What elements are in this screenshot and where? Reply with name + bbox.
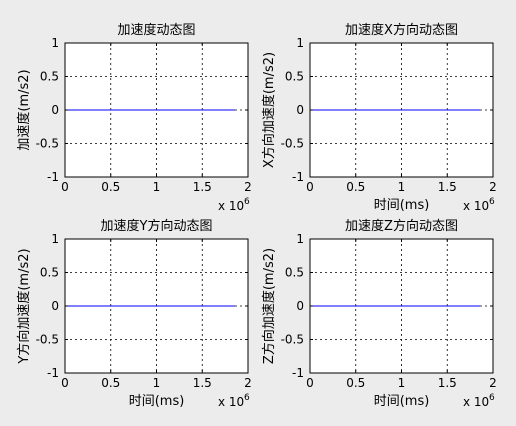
y-tick-label: -0.5 — [281, 333, 304, 347]
y-tick-label: 1 — [296, 232, 304, 246]
x-tick-label: 1 — [153, 180, 161, 194]
x-tick-label: 1.5 — [193, 180, 212, 194]
x-tick-label: 0.5 — [346, 376, 365, 390]
y-tick-label: -0.5 — [36, 137, 59, 151]
y-tick-label: 0 — [51, 299, 59, 313]
chart-title: 加速度Y方向动态图 — [101, 218, 213, 234]
y-axis-label: Z方向加速度(m/s2) — [261, 248, 277, 364]
y-axis-label: X方向加速度(m/s2) — [261, 52, 277, 168]
x-axis-label: 时间(ms) — [374, 394, 430, 409]
y-tick-label: 0 — [296, 103, 304, 117]
y-tick-label: 1 — [51, 232, 59, 246]
x-axis-label: 时间(ms) — [374, 198, 430, 213]
x-multiplier-exponent: 6 — [244, 197, 250, 207]
y-tick-label: -0.5 — [281, 137, 304, 151]
y-tick-label: 0.5 — [40, 70, 59, 84]
x-multiplier-exponent: 6 — [244, 393, 250, 403]
x-tick-label: 0.5 — [346, 180, 365, 194]
x-multiplier: x 10 — [463, 395, 489, 409]
x-multiplier-exponent: 6 — [489, 393, 495, 403]
y-tick-label: 0 — [51, 103, 59, 117]
y-tick-label: -1 — [292, 170, 304, 184]
x-tick-label: 2 — [489, 376, 497, 390]
y-tick-label: 0.5 — [285, 266, 304, 280]
x-tick-label: 0.5 — [101, 180, 120, 194]
x-tick-label: 0 — [306, 376, 314, 390]
x-tick-label: 0 — [61, 376, 69, 390]
chart-title: 加速度Z方向动态图 — [345, 218, 458, 234]
x-tick-label: 0.5 — [101, 376, 120, 390]
y-tick-label: 1 — [296, 36, 304, 50]
x-tick-label: 2 — [244, 180, 252, 194]
x-multiplier: x 10 — [218, 199, 244, 213]
y-tick-label: -0.5 — [36, 333, 59, 347]
y-tick-label: 0.5 — [285, 70, 304, 84]
y-tick-label: 0 — [296, 299, 304, 313]
x-tick-label: 1 — [398, 376, 406, 390]
x-multiplier: x 10 — [463, 199, 489, 213]
y-axis-label: Y方向加速度(m/s2) — [16, 248, 32, 364]
x-tick-label: 1.5 — [193, 376, 212, 390]
y-tick-label: -1 — [47, 170, 59, 184]
y-tick-label: -1 — [47, 366, 59, 380]
x-multiplier-exponent: 6 — [489, 197, 495, 207]
x-tick-label: 2 — [244, 376, 252, 390]
x-tick-label: 1.5 — [438, 376, 457, 390]
x-tick-label: 0 — [306, 180, 314, 194]
y-tick-label: -1 — [292, 366, 304, 380]
y-tick-label: 1 — [51, 36, 59, 50]
x-axis-label: 时间(ms) — [129, 394, 185, 409]
x-tick-label: 0 — [61, 180, 69, 194]
x-tick-label: 1.5 — [438, 180, 457, 194]
x-multiplier: x 10 — [218, 395, 244, 409]
chart-title: 加速度X方向动态图 — [345, 22, 458, 38]
x-tick-label: 1 — [153, 376, 161, 390]
x-tick-label: 1 — [398, 180, 406, 194]
y-axis-label: 加速度(m/s2) — [16, 69, 32, 150]
y-tick-label: 0.5 — [40, 266, 59, 280]
chart-title: 加速度动态图 — [117, 22, 195, 38]
x-tick-label: 2 — [489, 180, 497, 194]
